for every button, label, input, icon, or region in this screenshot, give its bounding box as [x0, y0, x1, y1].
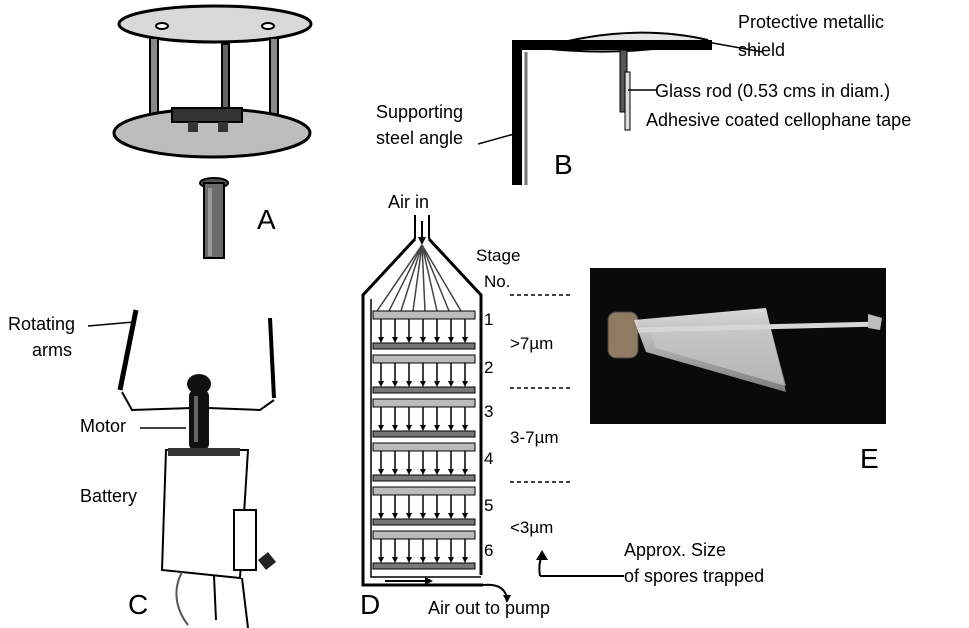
tape-label: Adhesive coated cellophane tape [646, 110, 912, 130]
stage-number: 4 [484, 449, 494, 468]
rod-label: Glass rod (0.53 cms in diam.) [655, 81, 891, 101]
size-note-arrow [536, 550, 624, 577]
panel-e-letter: E [860, 443, 879, 474]
angle-label-line2: steel angle [376, 128, 464, 148]
slide-holder-photo [590, 268, 886, 424]
shield-leader-line [706, 41, 764, 53]
stage-number: 5 [484, 496, 494, 515]
panel-a-letter: A [257, 204, 276, 235]
shield-label-line1: Protective metallic [738, 12, 885, 32]
arms-label-line2: arms [32, 340, 72, 360]
air-out-label: Air out to pump [428, 598, 551, 618]
panel-d-letter: D [360, 589, 381, 620]
angle-leader-line [478, 133, 515, 145]
arms-label-line1: Rotating [8, 314, 76, 334]
angle-label-line1: Supporting [376, 102, 464, 122]
battery-label: Battery [80, 486, 138, 506]
size-note-line1: Approx. Size [624, 540, 727, 560]
stage-number: 6 [484, 541, 494, 560]
stage-number: 3 [484, 402, 494, 421]
panel-c-drawing [117, 309, 276, 628]
arms-leader-line [88, 321, 135, 327]
shield-label-line2: shield [738, 40, 786, 60]
panel-b-letter: B [554, 149, 573, 180]
panel-c-letter: C [128, 589, 149, 620]
stage-header-line1b: Stage [476, 246, 521, 265]
stage-number: 2 [484, 358, 494, 377]
air-in-label: Air in [388, 192, 430, 212]
size-range-small: <3µm [510, 518, 554, 537]
size-note-line2: of spores trapped [624, 566, 765, 586]
panel-a-drawing [112, 4, 313, 259]
rod-leader-line [628, 89, 656, 91]
motor-leader-line [140, 427, 186, 429]
panel-b-drawing [512, 31, 712, 185]
stage-number: 1 [484, 310, 494, 329]
motor-label: Motor [80, 416, 127, 436]
cascade-impactor-icon [361, 215, 511, 603]
stage-header-line2: No. [484, 272, 511, 291]
size-range-large: >7µm [510, 334, 554, 353]
size-range-medium: 3-7µm [510, 428, 559, 447]
stage-dividers [510, 294, 572, 483]
